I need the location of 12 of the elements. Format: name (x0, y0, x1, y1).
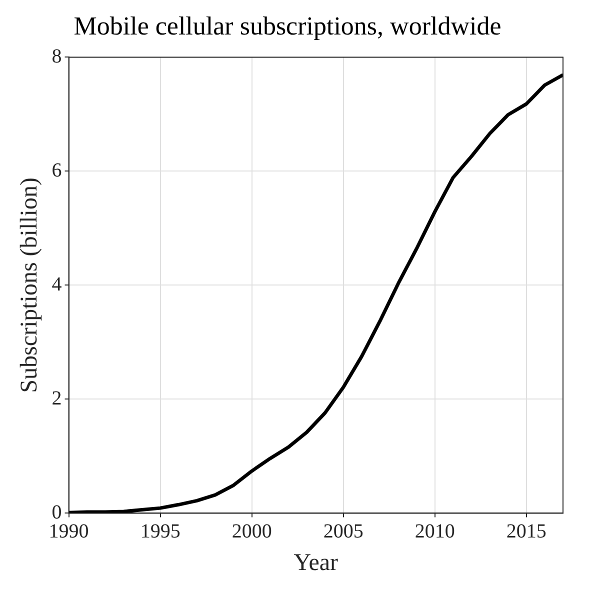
x-tick-label: 2010 (414, 520, 455, 542)
x-tick-label: 2005 (323, 520, 364, 542)
x-axis-title: Year (294, 550, 338, 576)
x-tick-label: 1995 (140, 520, 180, 542)
chart-title: Mobile cellular subscriptions, worldwide (74, 11, 502, 40)
x-tick-label: 2015 (506, 520, 546, 542)
x-tick-label: 2000 (232, 520, 272, 542)
y-axis-title: Subscriptions (billion) (16, 178, 43, 393)
y-tick-label: 4 (52, 273, 62, 296)
y-tick-label: 8 (52, 45, 62, 68)
y-tick-label: 6 (52, 159, 62, 182)
y-tick-label: 2 (52, 387, 62, 410)
